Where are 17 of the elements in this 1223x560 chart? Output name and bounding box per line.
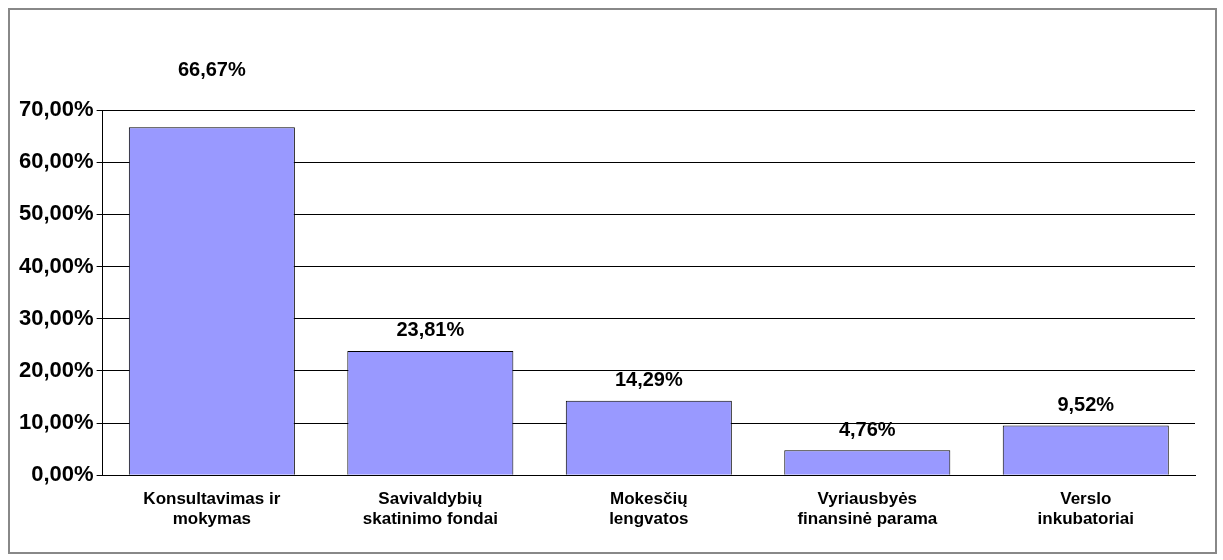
y-tick-label: 70,00% — [18, 96, 94, 122]
x-tick-label: Konsultavimas ir mokymas — [143, 489, 281, 529]
y-tick-label: 10,00% — [18, 409, 94, 435]
data-label: 9,52% — [1057, 393, 1115, 416]
data-label: 66,67% — [177, 57, 246, 80]
y-tick-label: 20,00% — [18, 356, 94, 382]
x-tick-label: Mokesčių lengvatos — [609, 489, 689, 529]
x-tick-label: Vyriausbyės finansinė parama — [797, 489, 938, 529]
y-tick-label: 60,00% — [18, 148, 94, 174]
y-tick-label: 40,00% — [18, 252, 94, 278]
x-tick-label: Verslo inkubatoriai — [1037, 489, 1134, 529]
data-label: 14,29% — [614, 368, 683, 391]
y-tick-label: 0,00% — [31, 461, 94, 487]
x-tick-label: Savivaldybių skatinimo fondai — [362, 489, 498, 529]
data-label: 23,81% — [396, 318, 465, 341]
y-tick-label: 50,00% — [18, 200, 94, 226]
y-tick-label: 30,00% — [18, 304, 94, 330]
